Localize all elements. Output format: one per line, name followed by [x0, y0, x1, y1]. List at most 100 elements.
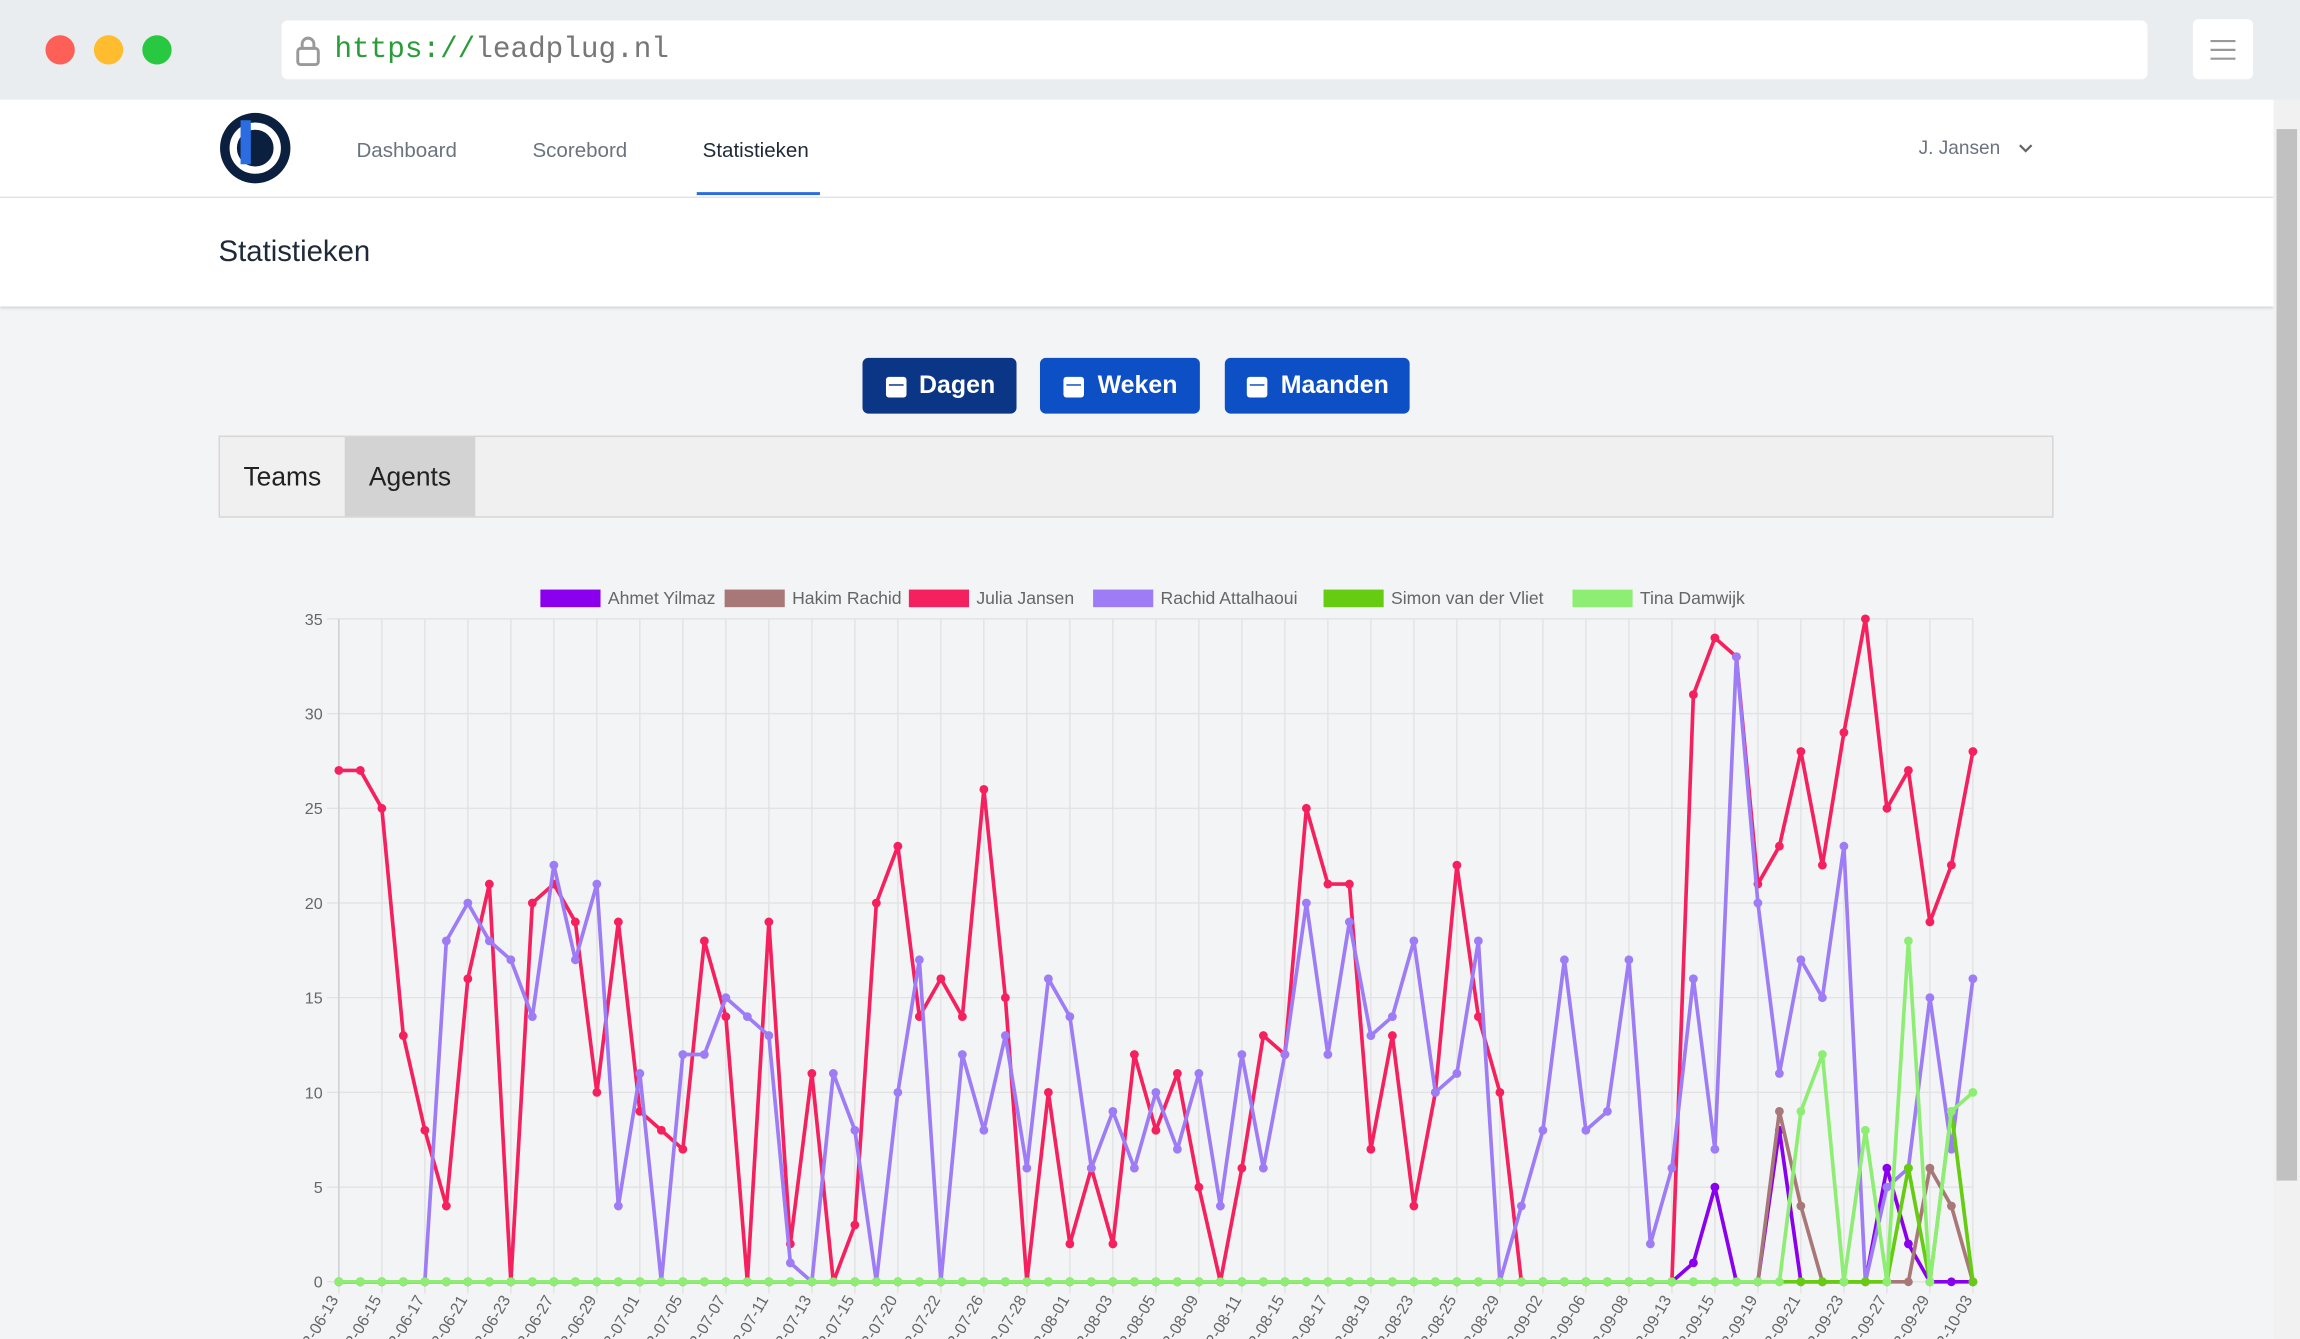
data-point [1581, 1125, 1591, 1135]
data-point [1731, 652, 1741, 662]
data-point [656, 1125, 666, 1135]
data-point [1903, 936, 1913, 946]
scroll-thumb[interactable] [2276, 129, 2298, 1181]
data-point [1108, 1106, 1118, 1116]
data-point [1495, 1277, 1505, 1287]
data-point [398, 1277, 408, 1287]
data-point [1559, 1277, 1569, 1287]
x-tick-label: 2-08-11 [1203, 1292, 1246, 1339]
legend-label: Simon van der Vliet [1391, 588, 1544, 608]
data-point [1043, 1277, 1053, 1287]
tab[interactable]: Teams [243, 461, 322, 491]
close-button[interactable] [45, 35, 75, 65]
data-point [420, 1277, 430, 1287]
data-point [850, 1220, 860, 1230]
y-tick-label: 15 [305, 990, 323, 1008]
scrollbar [2273, 99, 2300, 1339]
x-tick-label: 2-06-17 [385, 1292, 428, 1339]
data-point [1688, 974, 1698, 984]
data-point [334, 1277, 344, 1287]
data-point [936, 1277, 946, 1287]
data-point [484, 879, 494, 889]
x-tick-label: 2-08-05 [1116, 1292, 1159, 1339]
x-tick-label: 2-09-27 [1847, 1292, 1890, 1339]
data-point [850, 1125, 860, 1135]
x-tick-label: 2-08-09 [1159, 1292, 1202, 1339]
x-tick-label: 2-06-29 [557, 1292, 600, 1339]
x-tick-label: 2-08-19 [1331, 1292, 1374, 1339]
data-point [377, 803, 387, 813]
x-tick-label: 2-07-22 [901, 1292, 944, 1339]
data-point [1258, 1277, 1268, 1287]
data-point [807, 1277, 817, 1287]
x-tick-label: 2-07-05 [643, 1292, 686, 1339]
legend-label: Rachid Attalhaoui [1161, 588, 1298, 608]
data-point [1237, 1277, 1247, 1287]
x-tick-label: 2-07-15 [815, 1292, 858, 1339]
data-point [850, 1277, 860, 1287]
x-tick-label: 2-09-29 [1890, 1292, 1933, 1339]
data-point [1409, 1201, 1419, 1211]
data-point [613, 917, 623, 927]
data-point [678, 1277, 688, 1287]
data-point [742, 1277, 752, 1287]
maximize-button[interactable] [142, 35, 172, 65]
x-tick-label: 2-07-13 [772, 1292, 815, 1339]
x-tick-label: 2-09-13 [1632, 1292, 1675, 1339]
data-point [570, 917, 580, 927]
data-point [979, 784, 989, 794]
data-point [506, 1277, 516, 1287]
settings-button[interactable] [2192, 19, 2254, 80]
data-point [828, 1277, 838, 1287]
x-tick-label: 2-06-15 [342, 1292, 385, 1339]
nav-link[interactable]: Dashboard [356, 137, 457, 162]
address-bar[interactable]: https:// leadplug.nl [281, 20, 2148, 80]
data-point [1882, 1163, 1892, 1173]
x-tick-label: 2-09-19 [1718, 1292, 1761, 1339]
logo[interactable] [217, 111, 293, 187]
x-tick-label: 2-09-15 [1675, 1292, 1718, 1339]
nav-link-active[interactable]: Statistieken [702, 137, 809, 162]
data-point [1043, 974, 1053, 984]
data-point [1839, 841, 1849, 851]
nav-link[interactable]: Scorebord [532, 137, 628, 162]
x-tick-label: 2-07-01 [600, 1292, 643, 1339]
data-point [635, 1069, 645, 1078]
button[interactable]: Weken [1039, 357, 1200, 414]
data-point [1624, 1277, 1634, 1287]
data-point [1022, 1277, 1032, 1287]
x-tick-label: 2-09-08 [1589, 1292, 1632, 1339]
x-tick-label: 2-09-23 [1804, 1292, 1847, 1339]
button-label: Weken [1097, 371, 1178, 399]
user-menu[interactable]: J. Jansen [1918, 136, 2001, 159]
legend-swatch [1093, 589, 1154, 608]
data-point [957, 1012, 967, 1022]
data-point [1301, 803, 1311, 813]
data-point [527, 898, 537, 908]
data-point [355, 766, 365, 775]
data-point [1323, 879, 1333, 889]
data-point [678, 1144, 688, 1154]
data-point [1925, 1277, 1935, 1287]
data-point [1430, 1277, 1440, 1287]
tab-active[interactable]: Agents [344, 437, 476, 517]
data-point [893, 1277, 903, 1287]
active-underline [696, 192, 820, 196]
button[interactable]: Maanden [1224, 357, 1410, 414]
data-point [957, 1277, 967, 1287]
x-tick-label: 2-06-27 [514, 1292, 557, 1339]
x-tick-label: 2-09-21 [1761, 1292, 1804, 1339]
data-point [764, 1277, 774, 1287]
data-point [1452, 1277, 1462, 1287]
data-point [635, 1277, 645, 1287]
data-point [1968, 1277, 1978, 1287]
data-point [441, 936, 451, 946]
data-point [441, 1201, 451, 1211]
minimize-button[interactable] [93, 35, 124, 65]
y-tick-label: 5 [314, 1179, 323, 1197]
calendar-icon [885, 376, 906, 398]
x-tick-label: 2-08-03 [1073, 1292, 1116, 1339]
data-point [1667, 1277, 1677, 1287]
button[interactable]: Dagen [862, 357, 1017, 414]
data-point [506, 955, 516, 965]
